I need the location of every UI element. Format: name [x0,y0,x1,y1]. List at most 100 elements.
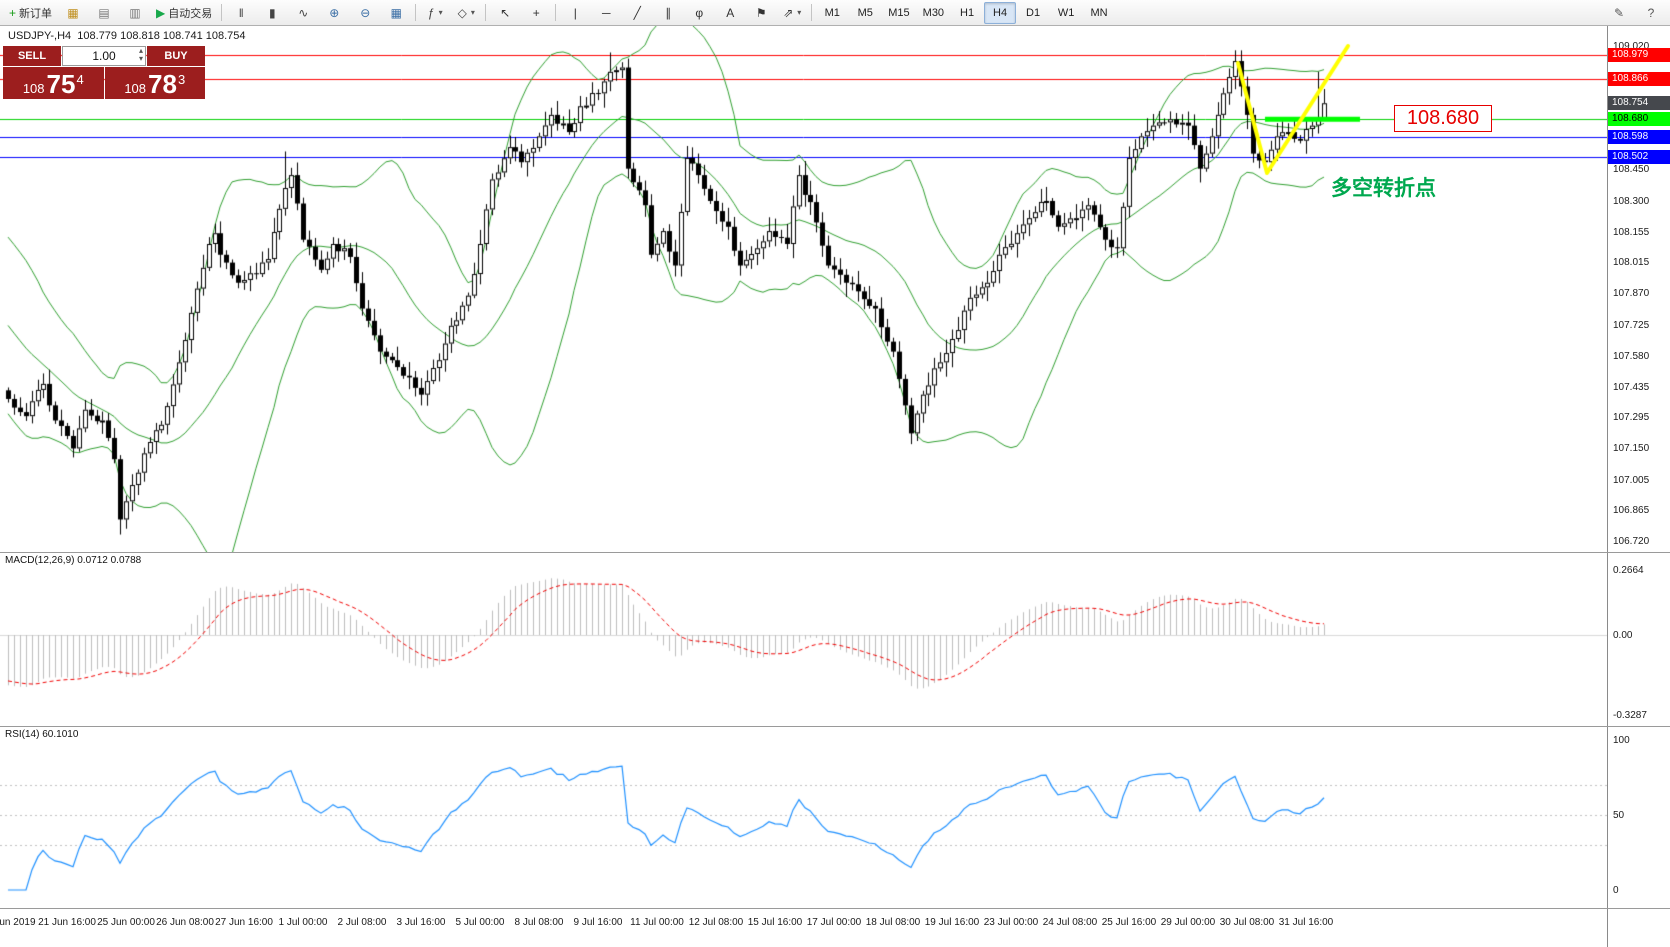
volume-down-icon[interactable]: ▾ [138,54,143,63]
sell-price[interactable]: 108 75 4 [3,67,104,99]
bar-chart-button[interactable]: ‖ [226,2,256,24]
trendline-icon: ╱ [633,5,641,20]
time-axis-label: 15 Jul 16:00 [747,917,803,928]
hline-price-tag: 108.979 [1608,47,1670,62]
charts-button[interactable]: ▦ [58,2,88,24]
timeframe-m1-button[interactable]: M1 [824,6,840,19]
trendline-button[interactable]: ╱ [622,2,652,24]
charts-icon: ▦ [67,5,79,20]
macd-axis-tick: -0.3287 [1613,710,1647,722]
macd-legend: MACD(12,26,9) 0.0712 0.0788 [5,555,141,566]
zoom-out-icon: ⊖ [360,5,371,20]
zoom-in-button[interactable]: ⊕ [319,2,349,24]
time-axis-label: 11 Jul 00:00 [630,917,684,928]
new-order-button[interactable]: + 新订单 [4,2,57,24]
terminal-button[interactable]: ▥ [120,2,150,24]
timeframe-m30-button[interactable]: M30 [922,6,945,19]
price-axis-tick: 108.450 [1613,163,1650,175]
text-label-button[interactable]: ⚑ [746,2,776,24]
autotrading-icon: ▶ [156,5,166,20]
main-toolbar: + 新订单 ▦ ▤ ▥ ▶ 自动交易 ‖ ▮ ∿ ⊕ ⊖ ▦ ƒ ▾ ◇ ▾ ↖ + | ─ ╱ ∥ φ A ⚑ ⇗ ▾ M1 M5 M15… [0,0,1670,26]
time-axis-label: 25 Jul 16:00 [1101,917,1157,928]
help-icon: ? [1647,5,1655,20]
terminal-icon: ▥ [129,5,141,20]
equidistant-channel-button[interactable]: ∥ [653,2,683,24]
chevron-down-icon[interactable]: ▾ [470,8,475,17]
volume-up-icon[interactable]: ▴ [138,46,143,55]
macd-axis-tick: 0.2664 [1613,564,1644,576]
main-chart-canvas[interactable] [0,26,1607,552]
rsi-axis-tick: 100 [1613,735,1630,746]
rsi-panel-canvas[interactable] [0,726,1607,908]
time-axis-label: 25 Jun 00:00 [97,917,155,928]
timeframe-mn-button[interactable]: MN [1090,6,1108,19]
toolbar-right-group: ✎? [1604,2,1666,24]
zoom-out-button[interactable]: ⊖ [350,2,380,24]
text-icon: A [726,5,735,20]
vertical-line-icon: | [573,5,577,20]
rsi-legend: RSI(14) 60.1010 [5,729,78,740]
time-axis-label: 19 Jul 16:00 [924,917,980,928]
timeframe-h4-button[interactable]: H4 [984,1,1017,24]
text-label-icon: ⚑ [755,5,767,20]
fibonacci-button[interactable]: φ [684,2,714,24]
time-axis-label: 20 Jun 2019 [0,917,36,928]
buy-price[interactable]: 108 78 3 [104,67,205,99]
panel-separator[interactable] [0,726,1670,727]
timeframe-d1-button[interactable]: D1 [1026,6,1041,19]
sell-price-pips: 75 [46,69,76,99]
cursor-button[interactable]: ↖ [490,2,520,24]
profiles-button[interactable]: ▤ [89,2,119,24]
macd-panel-canvas[interactable] [0,552,1607,726]
crosshair-icon: + [532,5,540,20]
time-axis-label: 3 Jul 16:00 [396,917,446,928]
toolbar-separator [555,4,557,21]
arrows-icon: ⇗ [783,5,794,20]
text-button[interactable]: A [715,2,745,24]
timeframe-m5-button[interactable]: M5 [857,6,873,19]
panel-separator[interactable] [0,552,1670,553]
candlestick-chart-button[interactable]: ▮ [257,2,287,24]
arrows-button[interactable]: ⇗ ▾ [777,2,807,24]
rsi-axis-tick: 50 [1613,810,1625,821]
chevron-down-icon[interactable]: ▾ [797,8,802,17]
new-order-icon: + [9,5,17,20]
time-axis-label: 29 Jul 00:00 [1160,917,1216,928]
price-axis-tick: 107.580 [1613,350,1650,362]
chevron-down-icon[interactable]: ▾ [438,8,443,17]
price-axis[interactable]: 109.020 108.450 108.300 108.155 108.015 107.8… [1607,26,1670,947]
indicators-button[interactable]: ƒ ▾ [420,2,450,24]
sell-button[interactable]: SELL [3,46,61,66]
crosshair-button[interactable]: + [521,2,551,24]
candlestick-chart-icon: ▮ [268,5,276,20]
price-callout-label[interactable]: 108.680 [1394,105,1492,132]
vertical-line-button[interactable]: | [560,2,590,24]
autotrading-button[interactable]: ▶ 自动交易 [151,2,217,24]
new-chart-button[interactable]: ✎ [1604,2,1634,24]
toolbar-separator [221,4,223,21]
buy-button[interactable]: BUY [147,46,205,66]
volume-input[interactable]: 1.00 ▴ ▾ [62,46,146,66]
time-axis-label: 12 Jul 08:00 [688,917,744,928]
price-axis-tick: 107.005 [1613,474,1650,486]
rsi-axis-tick: 0 [1613,885,1619,896]
tile-windows-button[interactable]: ▦ [381,2,411,24]
price-axis-tick: 106.865 [1613,504,1650,516]
objects-button[interactable]: ◇ ▾ [451,2,481,24]
hline-price-tag: 108.598 [1608,129,1670,144]
price-axis-tick: 107.870 [1613,288,1650,300]
buy-price-figure: 108 [124,81,147,96]
timeframe-h1-button[interactable]: H1 [960,6,975,19]
time-axis-label: 1 Jul 00:00 [278,917,328,928]
help-button[interactable]: ? [1636,2,1666,24]
volume-value: 1.00 [92,49,116,63]
price-axis-tick: 107.435 [1613,382,1650,394]
line-chart-button[interactable]: ∿ [288,2,318,24]
timeframe-w1-button[interactable]: W1 [1057,6,1075,19]
turning-point-note[interactable]: 多空转折点 [1331,177,1436,200]
timeframe-m15-button[interactable]: M15 [888,6,910,19]
panel-separator [0,908,1670,909]
profiles-icon: ▤ [98,5,110,20]
horizontal-line-button[interactable]: ─ [591,2,621,24]
